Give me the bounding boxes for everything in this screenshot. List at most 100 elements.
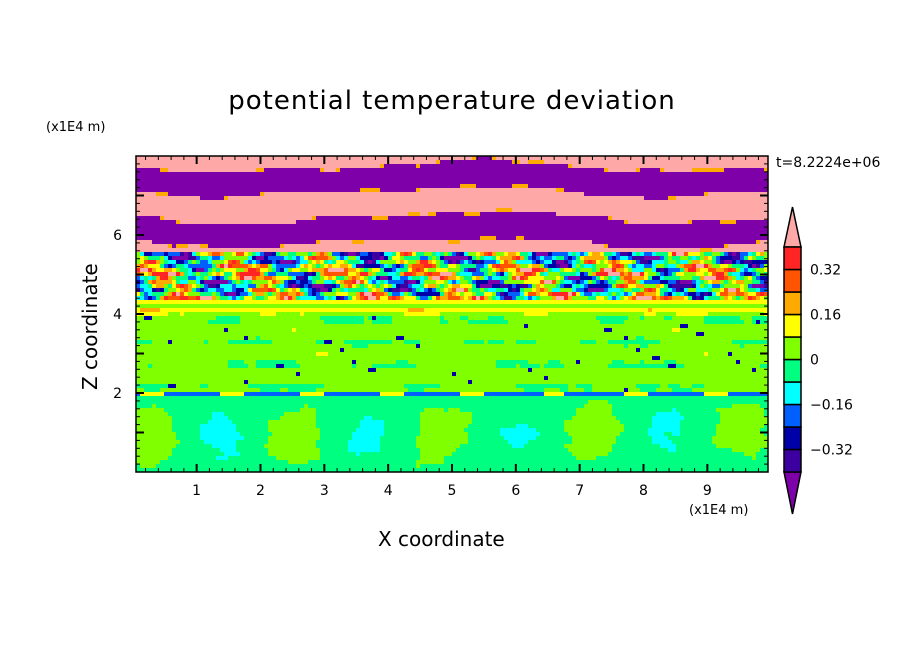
field-cell	[316, 240, 320, 244]
field-cell	[668, 204, 672, 208]
field-cell	[672, 252, 676, 256]
field-cell	[176, 260, 180, 264]
field-cell	[576, 264, 580, 268]
field-cell	[552, 268, 556, 272]
field-cell	[524, 252, 528, 256]
field-cell	[416, 160, 420, 164]
field-cell	[720, 232, 724, 236]
field-cell	[528, 224, 532, 228]
field-cell	[464, 188, 468, 192]
field-cell	[392, 172, 396, 176]
field-cell	[472, 232, 476, 236]
field-cell	[588, 188, 592, 192]
field-cell	[200, 208, 204, 212]
field-cell	[388, 180, 392, 184]
field-cell	[532, 168, 536, 172]
field-cell	[396, 264, 400, 268]
field-cell	[324, 156, 328, 160]
field-cell	[144, 248, 148, 252]
field-cell	[412, 280, 416, 284]
field-cell	[476, 256, 480, 260]
field-cell	[380, 268, 384, 272]
field-cell	[456, 236, 460, 240]
field-cell	[508, 272, 512, 276]
field-cell	[576, 244, 580, 248]
field-cell	[316, 216, 320, 220]
field-cell	[436, 156, 440, 160]
field-cell	[464, 244, 468, 248]
field-cell	[344, 192, 348, 196]
field-cell	[424, 184, 428, 188]
field-cell	[344, 236, 348, 240]
field-cell	[288, 188, 292, 192]
field-cell	[456, 200, 460, 204]
field-cell	[560, 188, 564, 192]
field-cell	[736, 176, 740, 180]
field-cell	[324, 160, 328, 164]
field-cell	[488, 264, 492, 268]
field-cell	[488, 272, 492, 276]
field-cell	[628, 240, 632, 244]
field-cell	[168, 212, 172, 216]
field-cell	[392, 220, 396, 224]
field-cell	[476, 248, 480, 252]
field-cell	[628, 192, 632, 196]
field-cell	[484, 236, 488, 240]
field-cell	[292, 268, 296, 272]
field-cell	[400, 248, 404, 252]
field-cell	[284, 164, 288, 168]
field-cell	[632, 256, 636, 260]
field-cell	[600, 236, 604, 240]
field-cell	[616, 172, 620, 176]
field-cell	[328, 268, 332, 272]
field-cell	[672, 172, 676, 176]
field-cell	[208, 256, 212, 260]
field-cell	[492, 236, 496, 240]
field-cell	[232, 192, 236, 196]
field-cell	[700, 164, 704, 168]
field-cell	[280, 204, 284, 208]
field-cell	[352, 188, 356, 192]
field-cell	[740, 176, 744, 180]
field-cell	[728, 228, 732, 232]
field-cell	[468, 196, 472, 200]
field-cell	[764, 216, 768, 220]
field-cell	[172, 228, 176, 232]
field-cell	[264, 184, 268, 188]
field-cell	[368, 212, 372, 216]
field-cell	[424, 212, 428, 216]
field-cell	[620, 256, 624, 260]
field-cell	[216, 220, 220, 224]
field-cell	[440, 264, 444, 268]
field-cell	[500, 256, 504, 260]
field-cell	[656, 256, 660, 260]
field-cell	[440, 164, 444, 168]
field-cell	[508, 268, 512, 272]
field-cell	[720, 268, 724, 272]
field-cell	[572, 164, 576, 168]
field-cell	[328, 260, 332, 264]
field-cell	[180, 184, 184, 188]
field-cell	[184, 164, 188, 168]
field-cell	[200, 264, 204, 268]
field-cell	[496, 268, 500, 272]
field-cell	[292, 192, 296, 196]
field-cell	[716, 244, 720, 248]
field-cell	[572, 196, 576, 200]
field-cell	[496, 280, 500, 284]
field-cell	[372, 164, 376, 168]
field-cell	[588, 252, 592, 256]
field-cell	[392, 216, 396, 220]
field-cell	[616, 260, 620, 264]
field-cell	[524, 232, 528, 236]
field-cell	[668, 256, 672, 260]
field-cell	[488, 168, 492, 172]
field-cell	[172, 156, 176, 160]
field-cell	[340, 236, 344, 240]
field-cell	[384, 220, 388, 224]
field-cell	[520, 208, 524, 212]
field-cell	[352, 276, 356, 280]
field-cell	[424, 200, 428, 204]
field-cell	[500, 212, 504, 216]
field-cell	[200, 192, 204, 196]
